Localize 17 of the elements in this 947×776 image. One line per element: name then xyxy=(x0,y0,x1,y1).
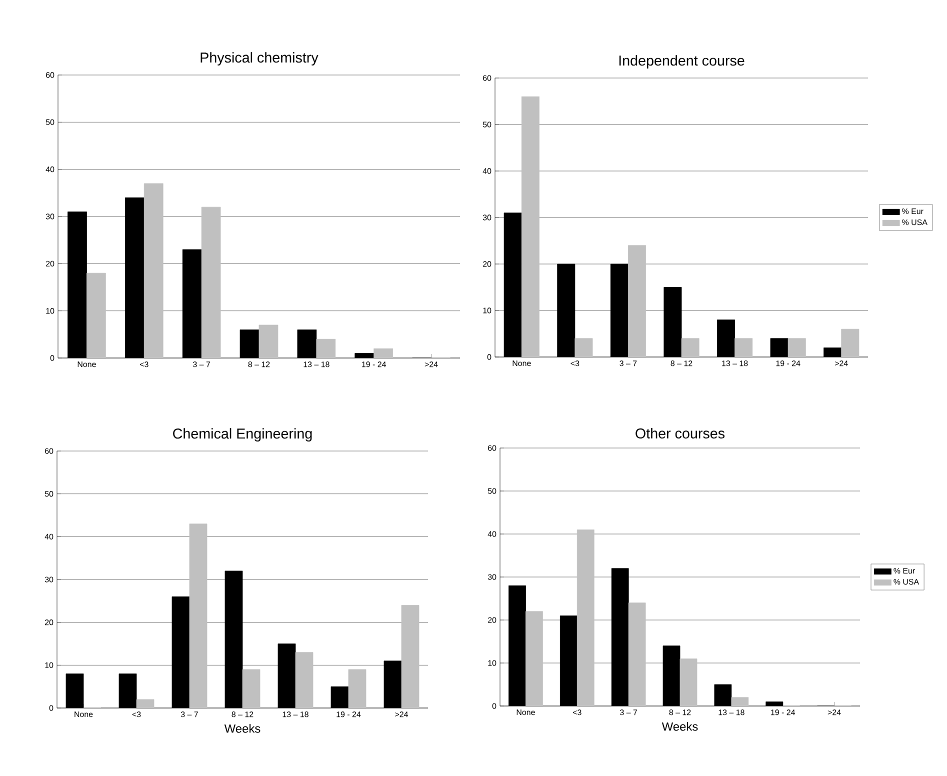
bar xyxy=(258,324,278,358)
bar xyxy=(576,530,594,706)
bar xyxy=(526,611,543,706)
bar xyxy=(628,602,646,706)
bar xyxy=(144,183,164,358)
bar xyxy=(201,206,221,358)
chart-title: Independent course xyxy=(619,55,744,69)
chart-title: Chemical Engineering xyxy=(173,428,312,442)
bar xyxy=(316,338,336,358)
bar xyxy=(86,272,106,358)
x-axis-title: Weeks xyxy=(662,722,698,731)
x-axis-title: Weeks xyxy=(224,724,260,733)
bar xyxy=(731,697,749,706)
bar xyxy=(680,658,698,706)
chart-title: Other courses xyxy=(636,428,725,439)
bar xyxy=(374,348,394,358)
chart-title: Physical chemistry xyxy=(200,52,318,66)
